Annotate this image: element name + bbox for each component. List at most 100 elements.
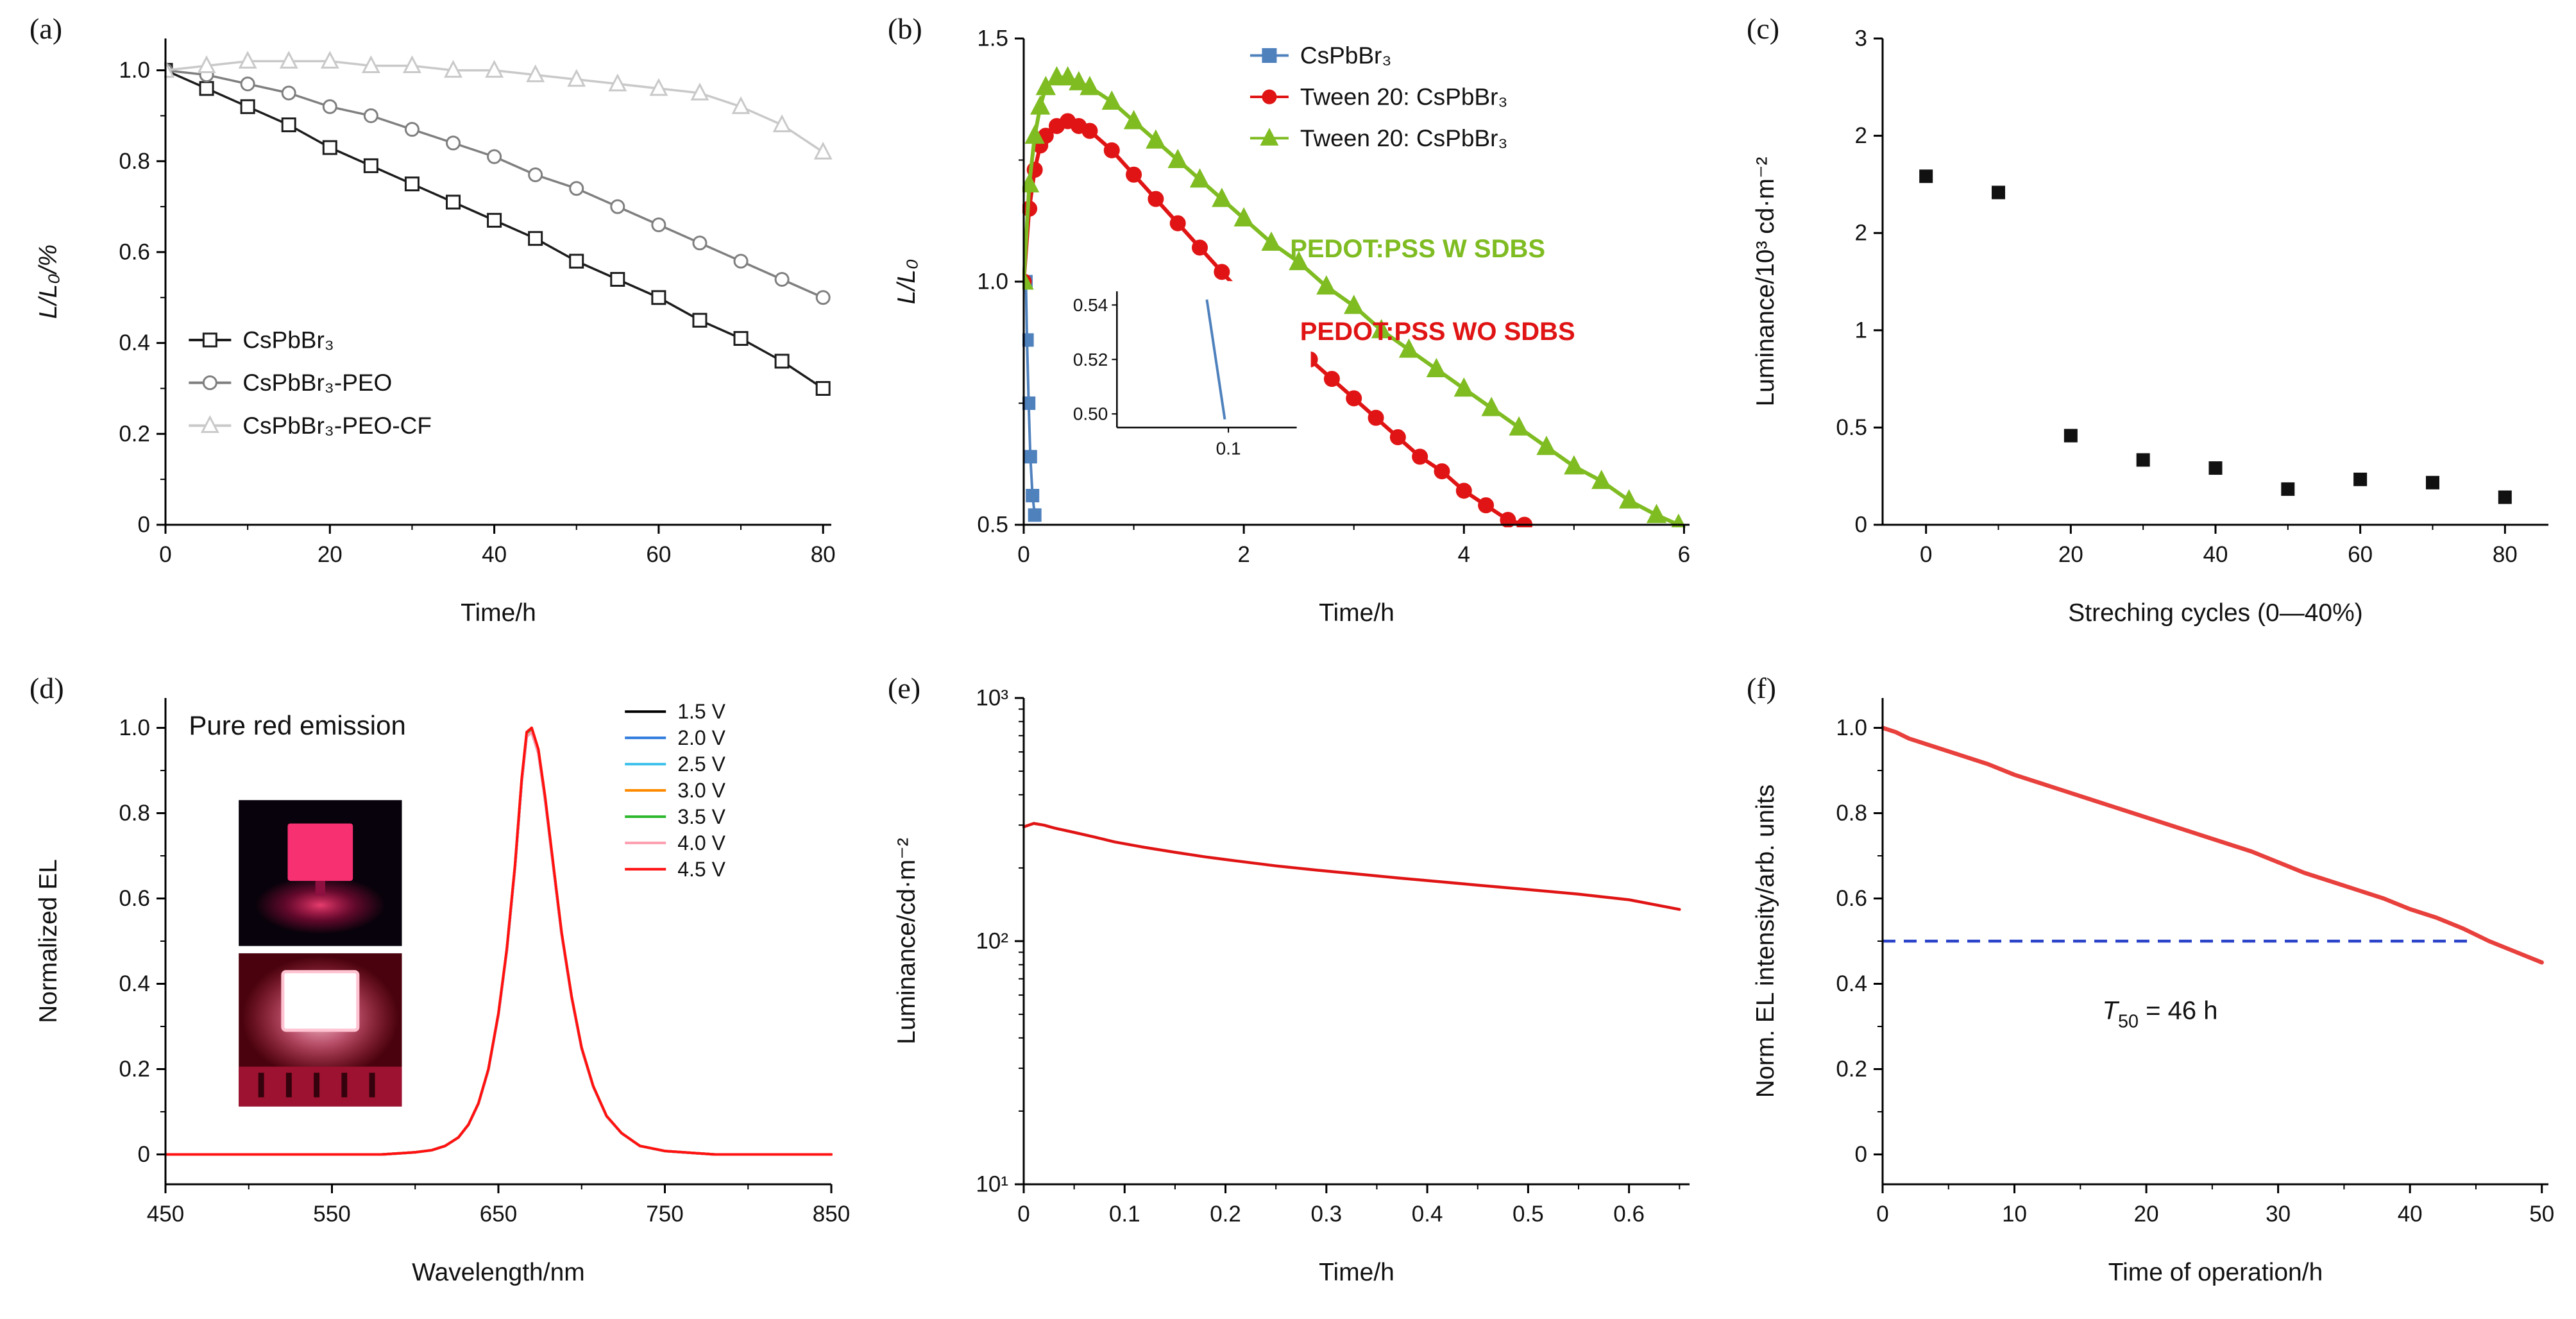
svg-text:Tween 20: CsPbBr₃: Tween 20: CsPbBr₃: [1300, 83, 1508, 110]
svg-text:0: 0: [1017, 542, 1030, 567]
svg-text:2.5 V: 2.5 V: [677, 753, 725, 776]
svg-text:30: 30: [2266, 1202, 2291, 1227]
svg-text:850: 850: [813, 1202, 850, 1227]
svg-text:CsPbBr₃: CsPbBr₃: [242, 327, 334, 353]
svg-text:1.0: 1.0: [119, 715, 150, 740]
svg-text:4.5 V: 4.5 V: [677, 858, 725, 881]
svg-text:Time/h: Time/h: [461, 599, 536, 627]
svg-text:CsPbBr₃-PEO: CsPbBr₃-PEO: [242, 370, 392, 396]
svg-text:750: 750: [646, 1202, 683, 1227]
svg-text:Wavelength/nm: Wavelength/nm: [412, 1259, 585, 1286]
panel-a-label: (a): [30, 12, 63, 45]
svg-text:1.5: 1.5: [977, 26, 1008, 51]
svg-text:0.1: 0.1: [1109, 1202, 1140, 1227]
svg-text:650: 650: [480, 1202, 517, 1227]
svg-text:Norm. EL intensity/arb. units: Norm. EL intensity/arb. units: [1752, 785, 1779, 1098]
svg-text:0.8: 0.8: [1836, 801, 1867, 826]
svg-text:50: 50: [2529, 1202, 2554, 1227]
svg-text:0.5: 0.5: [1836, 415, 1867, 440]
svg-text:3: 3: [1855, 26, 1867, 51]
svg-text:40: 40: [482, 542, 507, 567]
svg-text:0.2: 0.2: [1836, 1057, 1867, 1082]
svg-text:4.0 V: 4.0 V: [677, 831, 725, 855]
svg-text:PEDOT:PSS WO SDBS: PEDOT:PSS WO SDBS: [1300, 318, 1575, 346]
svg-text:10³: 10³: [976, 686, 1008, 711]
svg-text:0: 0: [1876, 1202, 1888, 1227]
svg-text:20: 20: [2134, 1202, 2159, 1227]
svg-text:4: 4: [1458, 542, 1470, 567]
svg-text:Luminance/10³ cd·m⁻²: Luminance/10³ cd·m⁻²: [1752, 157, 1779, 406]
svg-text:0: 0: [159, 542, 171, 567]
svg-text:10¹: 10¹: [976, 1172, 1008, 1197]
svg-text:2.0 V: 2.0 V: [677, 726, 725, 749]
svg-text:T50 = 46 h: T50 = 46 h: [2103, 996, 2218, 1032]
svg-text:1: 1: [1855, 318, 1867, 343]
svg-text:0.2: 0.2: [119, 421, 150, 447]
svg-text:3.5 V: 3.5 V: [677, 805, 725, 828]
svg-text:60: 60: [646, 542, 671, 567]
svg-text:20: 20: [318, 542, 343, 567]
panel-d-label: (d): [30, 672, 64, 704]
svg-text:0.4: 0.4: [1412, 1202, 1443, 1227]
svg-text:60: 60: [2348, 542, 2373, 567]
svg-text:L/L₀: L/L₀: [893, 259, 920, 305]
svg-text:Luminance/cd·m⁻²: Luminance/cd·m⁻²: [893, 838, 920, 1044]
svg-text:1.5 V: 1.5 V: [677, 700, 725, 723]
svg-text:0.1: 0.1: [1216, 438, 1241, 458]
svg-text:0.6: 0.6: [119, 239, 150, 264]
panel-b-label: (b): [888, 12, 922, 45]
panel-b: (b) 0.54 0.52 0.50 0.1 0 2 4 6 0.5 1.0 1.5 Time/h L/…: [858, 0, 1717, 660]
svg-text:Pure red emission: Pure red emission: [189, 710, 405, 740]
svg-text:0.5: 0.5: [977, 513, 1008, 538]
svg-text:Tween 20: CsPbBr₃: Tween 20: CsPbBr₃: [1300, 125, 1508, 151]
svg-text:Time/h: Time/h: [1319, 599, 1394, 627]
panel-f-label: (f): [1747, 672, 1776, 704]
chart-e-luminance-log: 0 0.1 0.2 0.3 0.4 0.5 0.6 10¹ 10² 10³ Time/h Lumina…: [893, 686, 1690, 1286]
svg-text:0: 0: [1017, 1202, 1030, 1227]
chart-c-stretching-cycles: 0 20 40 60 80 0 0.5 1 2 2 3 Streching cycles (0—40%…: [1752, 26, 2548, 627]
svg-text:10: 10: [2002, 1202, 2027, 1227]
svg-text:CsPbBr₃-PEO-CF: CsPbBr₃-PEO-CF: [242, 413, 432, 439]
svg-text:2: 2: [1855, 123, 1867, 148]
panel-c-label: (c): [1747, 12, 1780, 45]
svg-text:0.5: 0.5: [1513, 1202, 1544, 1227]
svg-text:0.50: 0.50: [1073, 404, 1108, 424]
svg-text:450: 450: [147, 1202, 184, 1227]
panel-f: (f) 0 10 20 30 40 50 0 0.2 0.4 0.6 0.8 1.0 Time of o…: [1717, 660, 2576, 1319]
svg-text:10²: 10²: [976, 929, 1008, 954]
panel-e-label: (e): [888, 672, 921, 704]
svg-text:1.0: 1.0: [119, 58, 150, 83]
svg-text:0.4: 0.4: [1836, 971, 1867, 996]
svg-text:0.6: 0.6: [1836, 886, 1867, 911]
svg-text:0.4: 0.4: [119, 330, 150, 355]
svg-text:0.3: 0.3: [1310, 1202, 1342, 1227]
svg-text:0: 0: [1855, 513, 1867, 538]
svg-text:Time/h: Time/h: [1319, 1259, 1394, 1286]
svg-text:0.8: 0.8: [119, 801, 150, 826]
svg-text:2: 2: [1237, 542, 1250, 567]
svg-text:80: 80: [811, 542, 836, 567]
svg-text:CsPbBr₃: CsPbBr₃: [1300, 42, 1392, 69]
svg-text:0.54: 0.54: [1073, 295, 1108, 315]
chart-a-luminance-decay: 0 20 40 60 80 0 0.2 0.4 0.6 0.8 1.0 Time/h L/L₀/% CsP…: [35, 38, 836, 627]
svg-text:0.6: 0.6: [1613, 1202, 1645, 1227]
device-photo-bright-operation: [239, 953, 402, 1107]
svg-text:Streching cycles (0—40%): Streching cycles (0—40%): [2068, 599, 2363, 627]
svg-text:L/L₀/%: L/L₀/%: [35, 244, 62, 319]
svg-text:2: 2: [1855, 221, 1867, 246]
svg-text:0: 0: [1920, 542, 1932, 567]
panel-d: (d) 450 550 650 750 850 0 0.2 0.4 0.6 0.8 1.0 Wavel…: [0, 660, 858, 1319]
svg-text:3.0 V: 3.0 V: [677, 779, 725, 802]
svg-text:0.6: 0.6: [119, 886, 150, 911]
svg-text:1.0: 1.0: [977, 269, 1008, 294]
chart-b-relative-luminance: 0.54 0.52 0.50 0.1 0 2 4 6 0.5 1.0 1.5 Time/h L/L₀ Cs…: [893, 26, 1690, 627]
svg-text:0.2: 0.2: [119, 1057, 150, 1082]
svg-text:0.52: 0.52: [1073, 350, 1108, 370]
svg-text:40: 40: [2398, 1202, 2423, 1227]
panel-c: (c) 0 20 40 60 80 0 0.5 1 2 2 3 Streching cycles (0…: [1717, 0, 2576, 660]
svg-text:0: 0: [138, 513, 150, 538]
chart-d-el-spectra: 450 550 650 750 850 0 0.2 0.4 0.6 0.8 1.0 Wavelengt…: [35, 698, 850, 1286]
svg-text:0.8: 0.8: [119, 149, 150, 174]
svg-text:80: 80: [2493, 542, 2518, 567]
